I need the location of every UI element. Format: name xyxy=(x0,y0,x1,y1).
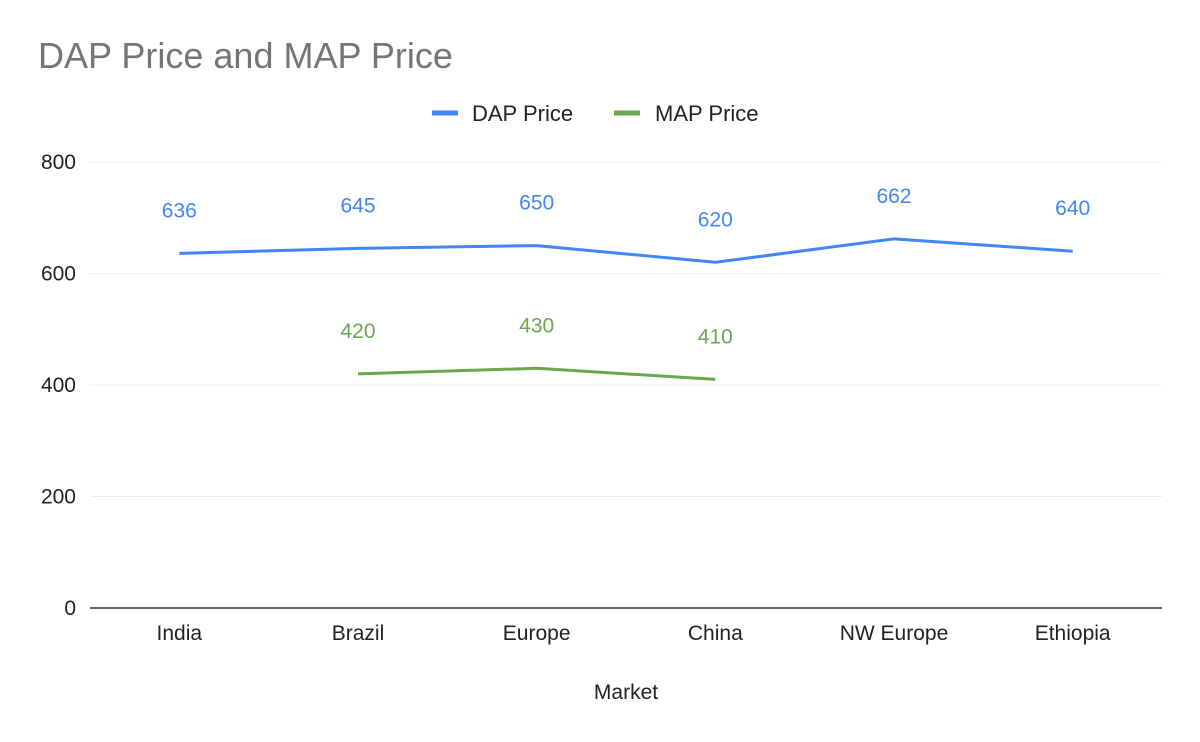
data-label-map-price: 430 xyxy=(519,314,554,337)
series-lines xyxy=(179,237,1073,381)
y-tick-label: 0 xyxy=(64,597,76,620)
x-axis: India Brazil Europe China NW Europe Ethiopia xyxy=(157,622,1111,645)
data-label-dap-price: 620 xyxy=(698,208,733,231)
data-label-dap-price: 645 xyxy=(340,194,375,217)
y-tick-label: 800 xyxy=(41,151,76,174)
x-tick-label: Ethiopia xyxy=(1035,622,1111,645)
y-axis: 0 200 400 600 800 xyxy=(41,151,76,620)
legend-label-map-price: MAP Price xyxy=(655,101,759,126)
gridlines xyxy=(90,161,1162,609)
chart-title: DAP Price and MAP Price xyxy=(38,35,453,76)
x-tick-label: Europe xyxy=(503,622,571,645)
data-label-map-price: 420 xyxy=(340,320,375,343)
y-tick-label: 200 xyxy=(41,486,76,509)
legend: DAP Price MAP Price xyxy=(432,101,759,126)
legend-item-dap-price[interactable]: DAP Price xyxy=(432,101,573,126)
x-axis-title: Market xyxy=(594,681,658,704)
data-label-map-price: 410 xyxy=(698,325,733,348)
series-line-dap-price xyxy=(179,237,1073,264)
legend-label-dap-price: DAP Price xyxy=(472,101,573,126)
data-labels: 636 645 650 620 662 640 420 430 410 xyxy=(162,185,1090,348)
series-line-map-price xyxy=(357,366,716,381)
y-tick-label: 600 xyxy=(41,263,76,286)
x-tick-label: China xyxy=(688,622,743,645)
data-label-dap-price: 640 xyxy=(1055,197,1090,220)
data-label-dap-price: 636 xyxy=(162,199,197,222)
data-label-dap-price: 650 xyxy=(519,192,554,215)
data-label-dap-price: 662 xyxy=(876,185,911,208)
x-tick-label: NW Europe xyxy=(840,622,949,645)
legend-item-map-price[interactable]: MAP Price xyxy=(614,101,759,126)
y-tick-label: 400 xyxy=(41,374,76,397)
x-tick-label: India xyxy=(157,622,203,645)
x-tick-label: Brazil xyxy=(332,622,385,645)
